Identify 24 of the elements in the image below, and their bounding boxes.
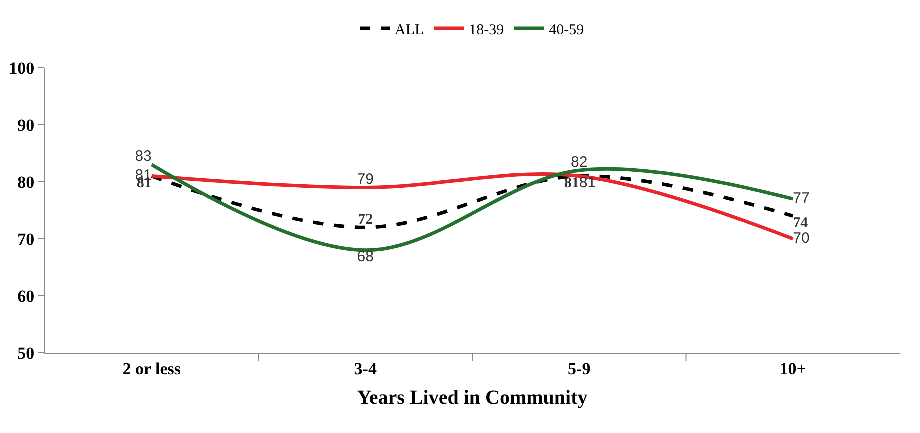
data-label: 74 — [793, 215, 809, 232]
data-label: 81 — [564, 176, 580, 192]
x-tick-label: 2 or less — [122, 359, 182, 378]
data-label: 72 — [358, 212, 374, 228]
legend-label: 40-59 — [549, 22, 584, 38]
x-tick-label: 5-9 — [568, 359, 591, 378]
legend-label: 18-39 — [469, 22, 504, 38]
data-label: 82 — [571, 154, 588, 171]
y-tick-label: 50 — [18, 344, 35, 363]
y-tick-label: 80 — [18, 172, 35, 192]
y-tick-label: 70 — [18, 230, 35, 249]
data-label: 68 — [357, 248, 374, 266]
data-label: 79 — [357, 170, 374, 188]
x-tick-label: 10+ — [780, 359, 806, 378]
y-tick-label: 90 — [18, 116, 35, 135]
x-axis-title: Years Lived in Community — [357, 386, 588, 409]
y-tick-label: 100 — [9, 58, 35, 78]
data-label: 77 — [793, 190, 810, 207]
data-label: 83 — [135, 148, 152, 166]
data-label: 81 — [579, 174, 596, 192]
x-tick-label: 3-4 — [354, 359, 378, 378]
data-label: 70 — [793, 230, 810, 247]
y-tick-label: 60 — [18, 286, 35, 306]
legend-label: ALL — [395, 22, 424, 38]
